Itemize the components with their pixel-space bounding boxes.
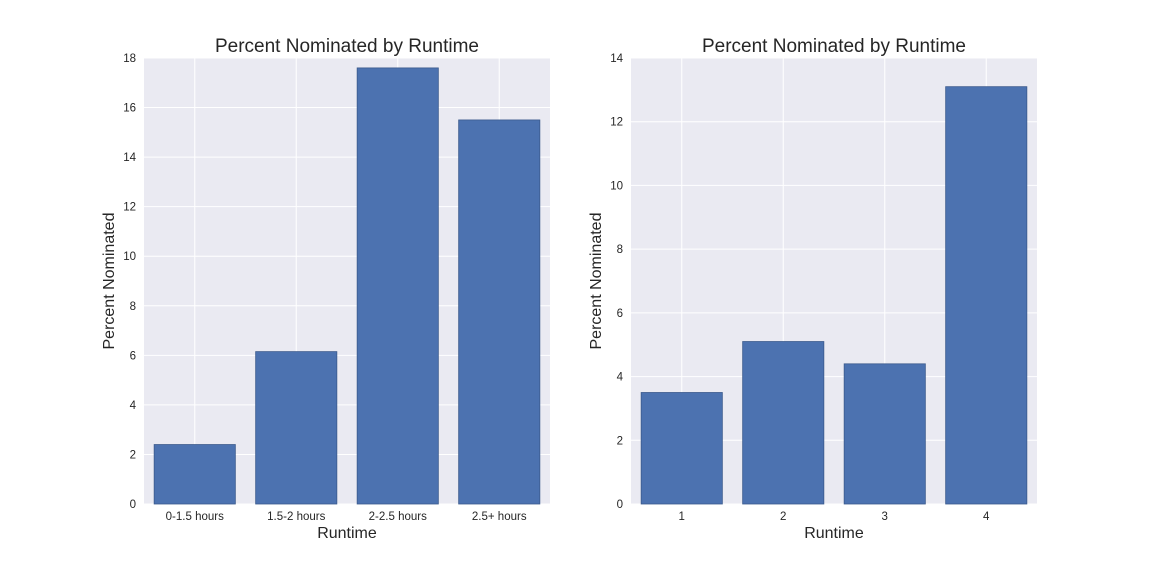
bar — [843, 363, 926, 505]
chart-title: Percent Nominated by Runtime — [702, 36, 966, 57]
y-axis-label: Percent Nominated — [101, 213, 118, 350]
y-tick-label: 10 — [610, 180, 623, 192]
x-tick-label: 1 — [679, 511, 685, 523]
y-tick-label: 0 — [130, 499, 136, 511]
x-tick-label: 1.5-2 hours — [267, 511, 325, 523]
x-tick-label: 3 — [882, 511, 888, 523]
y-tick-label: 12 — [610, 117, 623, 129]
y-tick-label: 8 — [130, 301, 136, 313]
y-tick-label: 10 — [123, 251, 136, 263]
y-tick-label: 0 — [617, 499, 623, 511]
bar — [458, 119, 541, 505]
y-tick-labels: 0 2 4 6 8 10 12 14 16 18 — [123, 53, 136, 511]
chart-panel-left: 0 2 4 6 8 10 12 14 16 18 0-1.5 hours 1.5-2 hours 2-… — [101, 36, 550, 542]
y-axis-label: Percent Nominated — [588, 213, 605, 350]
bar — [640, 392, 723, 505]
x-tick-labels: 0-1.5 hours 1.5-2 hours 2-2.5 hours 2.5+ ho… — [166, 511, 527, 523]
x-tick-label: 4 — [983, 511, 990, 523]
bar — [945, 86, 1028, 505]
x-axis-label: Runtime — [804, 525, 864, 542]
x-tick-label: 2 — [780, 511, 786, 523]
x-tick-labels: 1 2 3 4 — [679, 511, 991, 523]
y-tick-label: 14 — [610, 53, 623, 65]
x-tick-label: 2.5+ hours — [472, 511, 527, 523]
x-tick-label: 2-2.5 hours — [369, 511, 427, 523]
chart-title: Percent Nominated by Runtime — [215, 36, 479, 57]
y-tick-label: 8 — [617, 244, 623, 256]
y-tick-label: 12 — [123, 202, 136, 214]
bar — [742, 341, 825, 505]
y-tick-label: 14 — [123, 152, 136, 164]
y-tick-label: 18 — [123, 53, 136, 65]
bar-series — [153, 67, 541, 505]
y-tick-label: 2 — [617, 435, 623, 447]
y-tick-label: 16 — [123, 103, 136, 115]
y-tick-label: 6 — [617, 308, 623, 320]
y-tick-label: 2 — [130, 449, 136, 461]
y-tick-label: 4 — [130, 400, 137, 412]
x-axis-label: Runtime — [317, 525, 377, 542]
bar — [255, 351, 338, 505]
y-tick-label: 4 — [617, 372, 624, 384]
x-tick-label: 0-1.5 hours — [166, 511, 224, 523]
bar — [153, 444, 236, 505]
y-tick-labels: 0 2 4 6 8 10 12 14 — [610, 53, 623, 511]
bar — [356, 67, 439, 505]
bar-series — [640, 86, 1028, 505]
y-tick-label: 6 — [130, 350, 136, 362]
